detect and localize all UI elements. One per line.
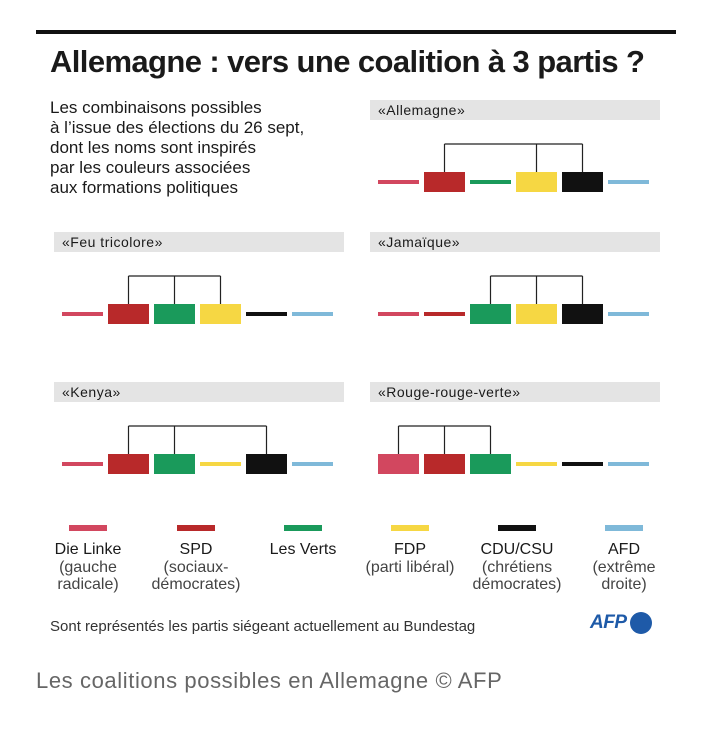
party-legend: Die Linke (gauche radicale) SPD (sociaux… [0,525,720,605]
footnote: Sont représentés les partis siégeant act… [50,618,476,635]
coalition-diagram [378,425,649,474]
party-bar-spd [108,304,149,324]
party-bar-linke [62,312,103,316]
legend-name: Les Verts [269,541,337,558]
legend-name: AFD [608,541,640,558]
coalition-label: «Allemagne» [370,100,660,120]
party-bar-cdu [246,312,287,316]
party-bar-afd [292,462,333,466]
party-bar-fdp [516,304,557,324]
party-bar-linke [62,462,103,466]
coalition-kenya: «Kenya» [54,382,344,512]
coalition-label: «Feu tricolore» [54,232,344,252]
coalition-jamaique: «Jamaïque» [370,232,660,362]
afp-logo-text: AFP [590,612,627,633]
legend-swatch [177,525,215,531]
legend-desc: démocrates) [151,576,241,593]
coalition-label: «Jamaïque» [370,232,660,252]
intro-line: Les combinaisons possibles [50,98,262,117]
party-bar-cdu [246,454,287,474]
party-bar-linke [378,180,419,184]
party-bar-fdp [200,304,241,324]
legend-desc: droite) [601,576,647,593]
legend-name: FDP [394,541,426,558]
legend-desc: (chrétiens [481,559,553,576]
coalition-diagram [378,143,649,192]
legend-name: CDU/CSU [480,541,554,558]
coalition-diagram [62,275,333,324]
party-bar-afd [292,312,333,316]
coalition-allemagne: «Allemagne» [370,100,660,230]
party-bar-spd [424,454,465,474]
legend-name: Die Linke [54,541,122,558]
legend-desc: (sociaux- [163,559,229,576]
legend-desc: (extrême [592,559,656,576]
legend-item-verts: Les Verts [243,525,363,559]
intro-line: par les couleurs associées [50,158,251,177]
intro-line: dont les noms sont inspirés [50,138,256,157]
party-bar-fdp [200,462,241,466]
legend-item-afd: AFD (extrême droite) [564,525,684,593]
legend-swatch [391,525,429,531]
party-bar-verts [154,304,195,324]
legend-item-linke: Die Linke (gauche radicale) [28,525,148,593]
party-bar-afd [608,312,649,316]
coalition-diagram [378,275,649,324]
party-bar-afd [608,180,649,184]
party-bar-cdu [562,172,603,192]
party-bar-linke [378,454,419,474]
legend-item-fdp: FDP (parti libéral) [350,525,470,576]
legend-item-cdu: CDU/CSU (chrétiens démocrates) [457,525,577,593]
party-bar-verts [154,454,195,474]
intro-line: à l’issue des élections du 26 sept, [50,118,305,137]
image-caption: Les coalitions possibles en Allemagne © … [36,668,503,693]
legend-swatch [605,525,643,531]
party-bar-spd [108,454,149,474]
party-bar-verts [470,454,511,474]
page-title: Allemagne : vers une coalition à 3 parti… [50,44,645,79]
legend-swatch [284,525,322,531]
legend-swatch [69,525,107,531]
party-bar-fdp [516,462,557,466]
party-bar-cdu [562,462,603,466]
afp-logo: AFP [590,610,670,638]
party-bar-spd [424,172,465,192]
coalition-label: «Kenya» [54,382,344,402]
party-bar-fdp [516,172,557,192]
party-bar-afd [608,462,649,466]
legend-desc: (parti libéral) [365,559,455,576]
intro-text: Les combinaisons possibles à l’issue des… [50,98,350,198]
legend-swatch [498,525,536,531]
coalition-rouge-rouge-verte: «Rouge-rouge-verte» [370,382,660,512]
party-bar-cdu [562,304,603,324]
afp-logo-dot [630,612,652,634]
legend-desc: démocrates) [472,576,562,593]
party-bar-linke [378,312,419,316]
party-bar-spd [424,312,465,316]
legend-desc: (gauche [59,559,117,576]
party-bar-verts [470,180,511,184]
legend-desc: radicale) [57,576,119,593]
legend-item-spd: SPD (sociaux- démocrates) [136,525,256,593]
coalition-feu-tricolore: «Feu tricolore» [54,232,344,362]
top-rule [36,30,676,34]
intro-line: aux formations politiques [50,178,239,197]
coalition-diagram [62,425,333,474]
coalition-label: «Rouge-rouge-verte» [370,382,660,402]
party-bar-verts [470,304,511,324]
legend-name: SPD [179,541,213,558]
